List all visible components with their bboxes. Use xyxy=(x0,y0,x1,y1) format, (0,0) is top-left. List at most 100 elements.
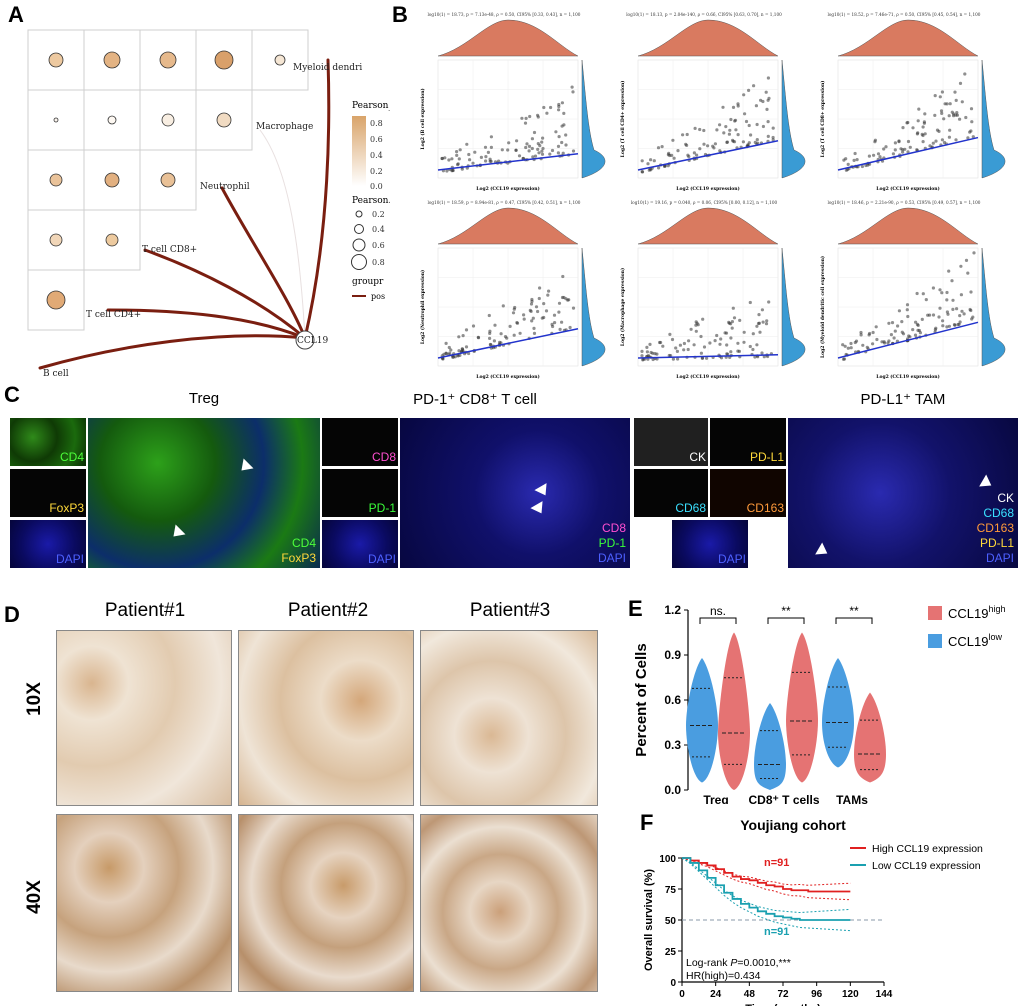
scatter-point xyxy=(761,124,765,129)
scatter-point xyxy=(487,313,491,318)
violin-shape xyxy=(854,692,886,783)
y-tick-label: 0 xyxy=(670,978,676,989)
violin-shape xyxy=(686,658,718,783)
scatter-point xyxy=(541,146,545,151)
scatter-point xyxy=(887,339,891,343)
scatter-point xyxy=(760,308,764,312)
scatter-point xyxy=(722,131,726,135)
center-label: CCL19 xyxy=(297,336,328,346)
scatter-point xyxy=(674,346,678,350)
y-tick-label: 0.9 xyxy=(664,648,681,662)
scatter-y-label: Log2 (Myeloid dendritic cell expression) xyxy=(819,256,826,358)
x-tick-label: 24 xyxy=(710,989,722,1000)
row-label-40x: 40X xyxy=(23,880,45,914)
scatter-point xyxy=(537,151,541,155)
scatter-point xyxy=(874,325,878,329)
logrank-annotation: Log-rank P=0.0010,*** xyxy=(686,957,791,969)
scatter-point xyxy=(956,322,960,327)
scatter-y-label: Log2 (Macrophage expression) xyxy=(619,268,626,346)
scatter-point xyxy=(970,120,974,124)
scatter-point xyxy=(471,161,475,165)
scatter-point xyxy=(911,126,915,130)
scatter-point xyxy=(536,113,540,117)
scatter-point xyxy=(461,334,465,338)
scatter-point xyxy=(921,292,925,296)
scatter-point xyxy=(896,324,900,328)
panel-b-scatter-grid: log10(1) = 18.73, p = 7.13e-48, ρ = 0.50… xyxy=(404,4,1020,380)
foxp3-label: FoxP3 xyxy=(49,501,84,515)
scatter-point xyxy=(915,322,919,326)
scatter-point xyxy=(906,139,911,144)
scatter-point xyxy=(652,159,656,163)
scatter-point xyxy=(558,327,562,331)
legend-swatch xyxy=(928,606,942,620)
scatter-point xyxy=(702,345,707,349)
correlation-circle xyxy=(161,113,175,127)
scatter-point xyxy=(538,144,542,148)
scatter-point xyxy=(455,153,459,157)
arrowhead-icon xyxy=(236,458,254,476)
scatter-point xyxy=(755,122,759,127)
scatter-point xyxy=(530,137,534,141)
scatter-point xyxy=(873,138,877,142)
scatter-point xyxy=(564,133,568,137)
scatter-point xyxy=(942,117,946,121)
scatter-point xyxy=(670,337,675,342)
scatter-point xyxy=(903,147,907,151)
scatter-point xyxy=(640,170,644,174)
scatter-point xyxy=(921,140,925,144)
chart-title: Youjiang cohort xyxy=(740,817,846,833)
color-tick: 0.2 xyxy=(370,167,383,176)
correlation-cell xyxy=(27,269,85,331)
scatter-point xyxy=(685,132,689,137)
scatter-point xyxy=(882,147,886,151)
color-tick: 0.4 xyxy=(370,151,383,160)
scatter-point xyxy=(524,116,528,120)
scatter-point xyxy=(671,357,675,361)
size-legend-circle xyxy=(355,210,363,218)
merge-ck-label: CK xyxy=(997,491,1014,505)
scatter-point xyxy=(867,154,871,158)
scatter-point xyxy=(557,102,561,107)
size-tick: 0.2 xyxy=(372,210,385,219)
y-axis-label: Overall survival (%) xyxy=(643,869,655,971)
scatter-point xyxy=(718,123,722,127)
x-axis-label: Time (months) xyxy=(745,1003,821,1006)
scatter-point xyxy=(948,102,952,106)
scatter-point xyxy=(675,349,679,353)
scatter-point xyxy=(686,347,690,352)
cd4-channel: CD4 xyxy=(10,418,86,466)
scatter-point xyxy=(923,132,927,136)
scatter-point xyxy=(914,320,918,324)
scatter-point xyxy=(963,72,967,76)
significance-label: ** xyxy=(781,604,791,618)
scatter-point xyxy=(561,274,565,279)
scatter-point xyxy=(758,330,762,334)
scatter-point xyxy=(698,147,702,151)
scatter-y-label: Log2 (T cell CD8+ expression) xyxy=(819,81,826,158)
ihc-p1-40x xyxy=(56,814,232,992)
scatter-point xyxy=(554,130,558,134)
celltype-label: B cell xyxy=(43,369,69,379)
y-tick-label: 1.2 xyxy=(664,603,681,617)
scatter-point xyxy=(761,320,765,324)
y-tick-label: 0.0 xyxy=(664,783,681,797)
scatter-point xyxy=(457,335,461,339)
survival-curve xyxy=(682,857,851,893)
cd163-label: CD163 xyxy=(746,501,784,515)
correlation-cell xyxy=(83,209,141,271)
panel-a-correlation-network: Pearson_r 0.8 0.6 0.4 0.2 0.0 Pearson.r … xyxy=(27,29,390,379)
scatter-point xyxy=(525,142,529,146)
scatter-point xyxy=(849,341,853,346)
scatter-point xyxy=(938,95,942,99)
scatter-point xyxy=(901,150,905,154)
scatter-point xyxy=(676,357,680,361)
scatter-point xyxy=(465,142,469,146)
scatter-point xyxy=(527,144,532,148)
scatter-point xyxy=(515,139,519,143)
x-category-label: TAMs xyxy=(836,793,868,804)
regression-line xyxy=(837,321,979,359)
scatter-point xyxy=(897,309,901,313)
scatter-point xyxy=(884,145,888,149)
scatter-point xyxy=(532,326,536,330)
